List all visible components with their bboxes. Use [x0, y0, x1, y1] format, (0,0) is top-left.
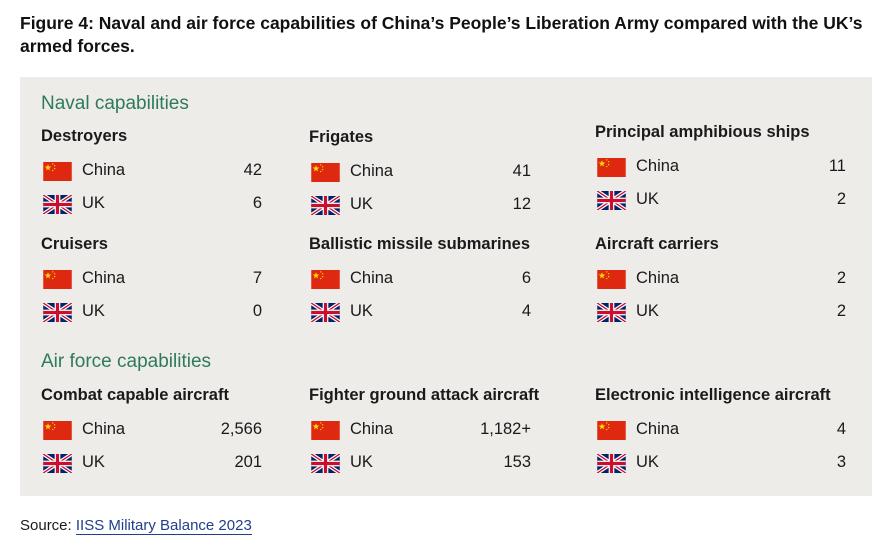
category-electronic-intelligence-aircraft: Electronic intelligence aircraft China 4 UK… [595, 386, 846, 478]
china-flag-icon [43, 270, 72, 289]
data-row-china: China 1,182+ [309, 419, 531, 441]
source-line: Source: IISS Military Balance 2023 [20, 517, 252, 535]
country-label: UK [636, 453, 659, 471]
country-label: UK [350, 195, 373, 213]
data-row-china: China 2,566 [41, 419, 262, 441]
uk-flag-icon [311, 454, 340, 473]
china-flag-icon [311, 270, 340, 289]
figure-title: Figure 4: Naval and air force capabiliti… [20, 13, 863, 56]
category-title: Principal amphibious ships [595, 123, 810, 141]
country-label: China [636, 420, 680, 438]
data-row-china: China 7 [41, 268, 262, 290]
uk-flag-icon [311, 196, 340, 215]
uk-flag-icon [311, 303, 340, 322]
china-flag-icon [597, 421, 626, 440]
category-title: Frigates [309, 128, 374, 146]
data-row-uk: UK 3 [595, 452, 846, 474]
uk-flag-icon [43, 454, 72, 473]
section-title-naval: Naval capabilities [41, 93, 189, 114]
value-label: 2 [836, 302, 846, 320]
section-title-air: Air force capabilities [41, 351, 212, 372]
data-row-china: China 4 [595, 419, 846, 441]
country-label: China [350, 162, 394, 180]
value-label: 6 [252, 194, 262, 212]
value-label: 2,566 [220, 420, 262, 438]
category-destroyers: Destroyers China 42 UK 6 [41, 127, 262, 219]
data-row-uk: UK 0 [41, 301, 262, 323]
value-label: 11 [828, 157, 846, 175]
uk-flag-icon [597, 454, 626, 473]
source-label: Source: [20, 517, 72, 534]
data-row-uk: UK 2 [595, 189, 846, 211]
value-label: 6 [521, 269, 531, 287]
category-title: Aircraft carriers [595, 235, 719, 253]
value-label: 3 [836, 453, 846, 471]
capabilities-panel: Naval capabilities Air force capabilitie… [20, 77, 872, 496]
category-title: Destroyers [41, 127, 128, 145]
category-title: Combat capable aircraft [41, 386, 229, 404]
country-label: China [350, 420, 394, 438]
data-row-china: China 42 [41, 160, 262, 182]
uk-flag-icon [43, 195, 72, 214]
uk-flag-icon [43, 303, 72, 322]
data-row-uk: UK 4 [309, 301, 531, 323]
data-row-china: China 2 [595, 268, 846, 290]
china-flag-icon [597, 270, 626, 289]
country-label: UK [82, 194, 105, 212]
data-row-uk: UK 2 [595, 301, 846, 323]
value-label: 0 [252, 302, 262, 320]
china-flag-icon [43, 421, 72, 440]
value-label: 1,182+ [480, 420, 531, 438]
country-label: China [350, 269, 394, 287]
country-label: China [82, 269, 126, 287]
value-label: 153 [503, 453, 531, 471]
country-label: UK [636, 190, 659, 208]
category-principal-amphibious-ships: Principal amphibious ships China 11 UK 2 [595, 123, 846, 215]
source-link[interactable]: IISS Military Balance 2023 [75, 517, 252, 535]
category-combat-capable-aircraft: Combat capable aircraft China 2,566 UK 201 [41, 386, 262, 478]
value-label: 42 [243, 161, 262, 179]
uk-flag-icon [597, 303, 626, 322]
country-label: China [636, 157, 680, 175]
country-label: UK [82, 302, 105, 320]
data-row-uk: UK 12 [309, 194, 531, 216]
uk-flag-icon [597, 191, 626, 210]
data-row-china: China 6 [309, 268, 531, 290]
china-flag-icon [311, 421, 340, 440]
country-label: China [82, 161, 126, 179]
data-row-china: China 41 [309, 161, 531, 183]
china-flag-icon [597, 158, 626, 177]
category-ballistic-missile-submarines: Ballistic missile submarines China 6 UK 4 [309, 235, 531, 327]
category-fighter-ground-attack-aircraft: Fighter ground attack aircraft China 1,182… [309, 386, 539, 478]
country-label: UK [350, 302, 373, 320]
value-label: 4 [521, 302, 531, 320]
china-flag-icon [311, 163, 340, 182]
category-title: Cruisers [41, 235, 108, 253]
country-label: UK [82, 453, 105, 471]
country-label: China [82, 420, 126, 438]
category-aircraft-carriers: Aircraft carriers China 2 UK 2 [595, 235, 846, 327]
value-label: 2 [836, 190, 846, 208]
country-label: China [636, 269, 680, 287]
country-label: UK [350, 453, 373, 471]
category-cruisers: Cruisers China 7 UK 0 [41, 235, 262, 327]
value-label: 2 [836, 269, 846, 287]
value-label: 12 [512, 195, 531, 213]
value-label: 201 [234, 453, 262, 471]
value-label: 7 [252, 269, 262, 287]
data-row-china: China 11 [595, 156, 846, 178]
data-row-uk: UK 6 [41, 193, 262, 215]
data-row-uk: UK 153 [309, 452, 531, 474]
category-frigates: Frigates China 41 UK 12 [309, 128, 531, 220]
value-label: 41 [512, 162, 531, 180]
data-row-uk: UK 201 [41, 452, 262, 474]
category-title: Ballistic missile submarines [309, 235, 531, 253]
country-label: UK [636, 302, 659, 320]
value-label: 4 [836, 420, 846, 438]
category-title: Electronic intelligence aircraft [595, 386, 831, 404]
category-title: Fighter ground attack aircraft [309, 386, 540, 404]
china-flag-icon [43, 162, 72, 181]
